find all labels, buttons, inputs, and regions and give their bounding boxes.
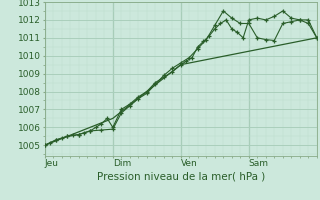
X-axis label: Pression niveau de la mer( hPa ): Pression niveau de la mer( hPa ) [97, 171, 265, 181]
